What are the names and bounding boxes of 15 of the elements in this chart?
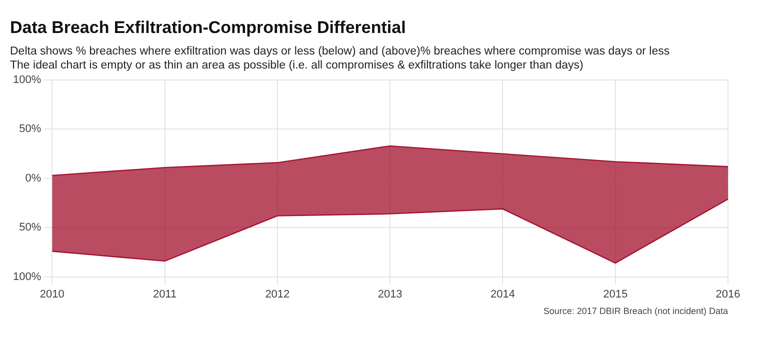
x-tick-label: 2014 <box>490 288 515 300</box>
chart-title: Data Breach Exfiltration-Compromise Differential <box>10 18 406 37</box>
x-tick-label: 2011 <box>152 288 177 300</box>
source-note: Source: 2017 DBIR Breach (not incident) Data <box>543 306 728 316</box>
chart-subtitle: Delta shows % breaches where exfiltration was days or less (below) and (above)% breaches where compromise was days or less The ideal chart is empty or as thin an area as possible (i.e. all compromises & exfiltrations take longer than days) <box>10 45 670 72</box>
y-tick-label: 100% <box>12 74 42 86</box>
y-tick-label: 50% <box>19 222 42 234</box>
x-tick-label: 2016 <box>716 288 740 300</box>
x-tick-label: 2015 <box>603 288 628 300</box>
x-tick-label: 2010 <box>40 288 64 300</box>
x-tick-label: 2013 <box>378 288 402 300</box>
y-tick-label: 0% <box>25 172 42 184</box>
y-tick-label: 100% <box>12 270 42 283</box>
x-tick-label: 2012 <box>265 288 290 300</box>
y-tick-label: 50% <box>19 123 42 136</box>
